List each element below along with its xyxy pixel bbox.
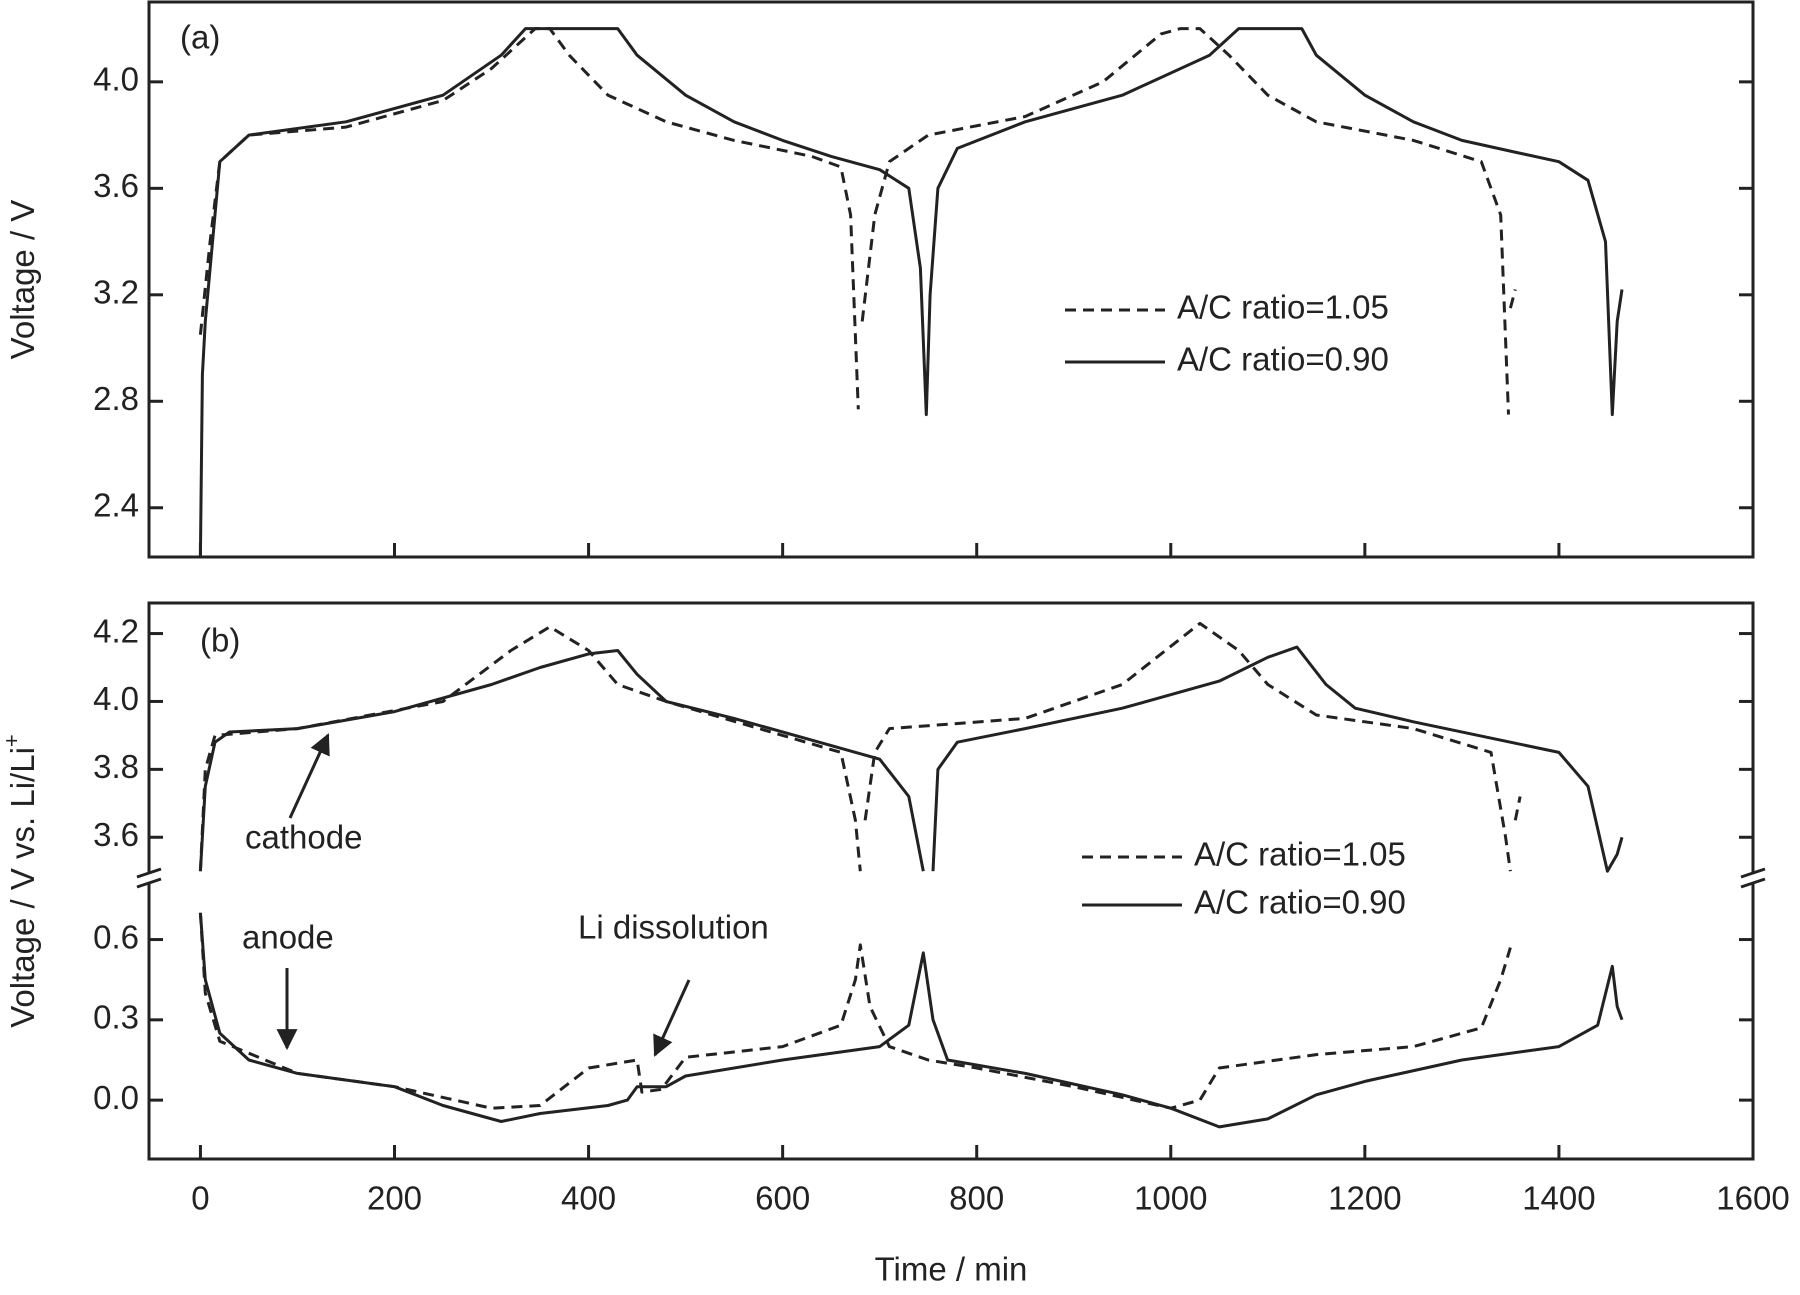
data-line [198,621,1522,872]
y-tick-label: 0.3 [93,999,139,1036]
y-axis-label: Voltage / V vs. Li/Li+ [0,734,41,1028]
data-line [198,912,1624,1129]
y-tick-label: 4.2 [93,612,139,649]
y-tick-label: 4.0 [93,61,139,98]
y-tick-label: 2.4 [93,486,139,523]
axis-break [136,877,162,889]
y-tick-label: 2.8 [93,380,139,417]
y-axis-label-sup: + [0,734,24,747]
x-tick-label: 1600 [1716,1180,1789,1217]
x-axis-label: Time / min [875,1251,1028,1288]
data-line [198,645,1624,873]
y-tick-label: 4.0 [93,680,139,717]
y-tick-label: 3.2 [93,274,139,311]
panel-label: (a) [180,19,220,56]
x-tick-label: 800 [949,1180,1004,1217]
axis-break [1740,877,1766,889]
x-tick-label: 1400 [1522,1180,1595,1217]
annotation-arrow [288,733,330,819]
plot-frame [147,0,1755,559]
legend-label: A/C ratio=0.90 [1177,341,1389,378]
x-tick-label: 1000 [1134,1180,1207,1217]
panel-label: (b) [200,622,240,659]
annotation: Li dissolution [578,909,769,946]
x-tick-label: 0 [191,1180,209,1217]
y-tick-label: 0.0 [93,1079,139,1116]
x-tick-label: 1200 [1328,1180,1401,1217]
axis-break [1740,867,1766,879]
y-axis-label-text: Voltage / V vs. Li/Li [4,747,41,1028]
annotation: cathode [245,819,362,856]
y-tick-label: 3.6 [93,816,139,853]
plot-frame [147,601,1755,1161]
y-axis-label-text: Voltage / V [4,200,41,360]
x-tick-label: 200 [367,1180,422,1217]
x-tick-label: 600 [755,1180,810,1217]
legend-label: A/C ratio=1.05 [1177,289,1389,326]
annotation-arrow [653,979,691,1057]
y-axis-label: Voltage / V [4,200,41,360]
y-tick-label: 3.8 [93,748,139,785]
y-tick-label: 3.6 [93,167,139,204]
data-line [198,27,1624,558]
x-tick-label: 400 [561,1180,616,1217]
annotation: anode [242,919,334,956]
axis-break [136,867,162,879]
legend-label: A/C ratio=1.05 [1194,836,1406,873]
y-tick-label: 0.6 [93,918,139,955]
data-line [198,912,1512,1110]
legend-label: A/C ratio=0.90 [1194,884,1406,921]
